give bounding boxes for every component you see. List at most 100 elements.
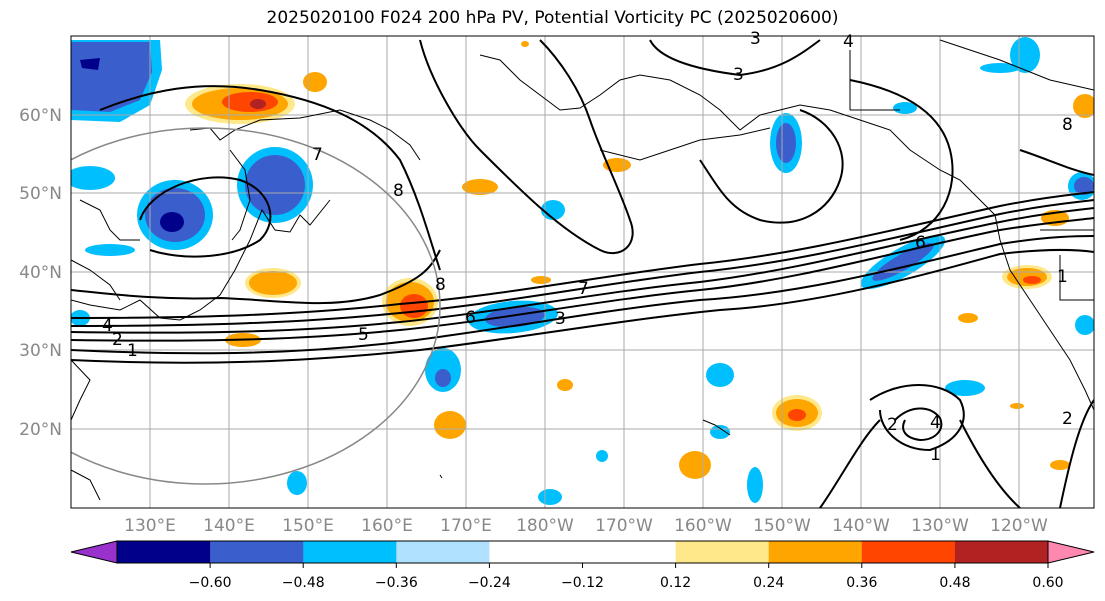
lat-label-50n: 50°N xyxy=(19,184,62,204)
pv-positive-region xyxy=(434,411,466,439)
pv-negative-region xyxy=(245,155,305,215)
contour-label: 4 xyxy=(930,413,941,433)
lon-label: 150°E xyxy=(282,516,334,536)
pv-negative-region xyxy=(160,212,184,232)
lat-label-30n: 30°N xyxy=(19,341,62,361)
pv-positive-region xyxy=(788,409,806,421)
contour-label: 4 xyxy=(843,32,854,52)
colorbar-segment xyxy=(210,541,304,563)
colorbar-segment xyxy=(768,541,863,563)
pv-negative-region xyxy=(435,369,451,387)
pv-positive-region xyxy=(1023,276,1041,284)
pv-negative-region xyxy=(893,102,917,114)
pv-negative-region xyxy=(1075,315,1094,335)
pv-negative-region xyxy=(706,363,734,387)
pv-negative-region xyxy=(776,123,796,163)
pv-negative-region xyxy=(80,58,100,70)
colorbar-tick-label: 0.12 xyxy=(660,575,691,591)
latitude-labels: 60°N 50°N 40°N 30°N 20°N xyxy=(19,106,62,440)
pv-positive-region xyxy=(1073,94,1094,118)
pv-negative-region xyxy=(1074,177,1094,195)
colorbar-segment xyxy=(954,541,1049,563)
contour-label: 7 xyxy=(578,279,589,299)
colorbar-max-extension xyxy=(1047,540,1095,564)
colorbar-segment xyxy=(861,541,956,563)
pv-negative-region xyxy=(596,450,608,462)
contour-label: 1 xyxy=(127,341,138,361)
colorbar-tick-label: −0.36 xyxy=(375,575,418,591)
pv-negative-region xyxy=(485,306,545,328)
pv-positive-region xyxy=(557,379,573,391)
pv-positive-region xyxy=(250,99,266,109)
contour-label: 2 xyxy=(1062,409,1073,429)
colorbar-tick-label: −0.48 xyxy=(282,575,325,591)
pv-positive-region xyxy=(400,294,428,318)
colorbar-tick-label: 0.48 xyxy=(939,575,970,591)
contour-label: 8 xyxy=(393,181,404,201)
colorbar-segment xyxy=(675,541,770,563)
colorbar: −0.60 −0.48 −0.36 −0.24 −0.12 0.12 0.24 0.36 0.4… xyxy=(70,540,1095,591)
colorbar-min-extension xyxy=(70,540,118,564)
lon-label: 170°W xyxy=(595,516,653,536)
pv-positive-region xyxy=(958,313,978,323)
contour-label: 2 xyxy=(112,330,123,350)
contour-label: 7 xyxy=(312,145,323,165)
colorbar-tick-label: −0.24 xyxy=(468,575,511,591)
pv-positive-region xyxy=(303,72,327,92)
pv-positive-region xyxy=(249,271,297,295)
contour-label: 1 xyxy=(930,445,941,465)
contour-label: 8 xyxy=(1062,115,1073,135)
pv-positive-region xyxy=(1010,403,1024,409)
contour-label: 3 xyxy=(733,65,744,85)
longitude-labels: 130°E 140°E 150°E 160°E 170°E 180°W 170°… xyxy=(124,516,1048,536)
contour-label: 6 xyxy=(915,233,926,253)
pv-negative-region xyxy=(85,244,135,256)
lon-label: 140°E xyxy=(203,516,255,536)
contour-label: 2 xyxy=(887,415,898,435)
lon-label: 160°W xyxy=(674,516,732,536)
lat-label-60n: 60°N xyxy=(19,106,62,126)
colorbar-segment xyxy=(396,541,490,563)
pv-positive-region xyxy=(531,276,551,284)
lon-label: 120°W xyxy=(990,516,1048,536)
lon-label: 180°W xyxy=(516,516,574,536)
lon-label: 140°W xyxy=(832,516,890,536)
lon-label: 160°E xyxy=(361,516,413,536)
range-circle xyxy=(71,127,441,485)
pv-positive-region xyxy=(521,41,529,47)
contour-label: 1 xyxy=(1057,267,1068,287)
lat-label-40n: 40°N xyxy=(19,263,62,283)
pv-contours xyxy=(71,39,1094,508)
pv-positive-region xyxy=(1050,460,1070,470)
lon-label: 130°E xyxy=(124,516,176,536)
pv-negative-region xyxy=(1010,37,1040,73)
colorbar-tick-label: 0.24 xyxy=(753,575,784,591)
pv-negative-region xyxy=(71,166,115,190)
lon-label: 150°W xyxy=(753,516,811,536)
pv-negative-region xyxy=(747,467,763,503)
pv-positive-region xyxy=(222,92,278,112)
pv-negative-region xyxy=(538,489,562,505)
colorbar-tick-label: 0.36 xyxy=(846,575,877,591)
colorbar-tick-label: −0.60 xyxy=(189,575,232,591)
pv-negative-region xyxy=(945,380,985,396)
pv-negative-region xyxy=(980,63,1020,73)
map-frame xyxy=(70,35,1095,509)
pv-positive-region xyxy=(679,451,711,479)
colorbar-tick-label: 0.60 xyxy=(1032,575,1063,591)
contour-label: 4 xyxy=(102,316,113,336)
contour-label: 3 xyxy=(555,309,566,329)
colorbar-segment xyxy=(303,541,397,563)
contour-label: 8 xyxy=(435,275,446,295)
contour-label: 6 xyxy=(465,308,476,328)
colorbar-segment xyxy=(582,541,677,563)
lat-label-20n: 20°N xyxy=(19,420,62,440)
colorbar-segment xyxy=(489,541,583,563)
pv-positive-region xyxy=(462,179,498,195)
colorbar-tick-label: −0.12 xyxy=(561,575,604,591)
contour-label: 5 xyxy=(358,325,369,345)
colorbar-segment xyxy=(117,541,211,563)
chart-title: 2025020100 F024 200 hPa PV, Potential Vo… xyxy=(266,8,839,28)
lon-label: 130°W xyxy=(911,516,969,536)
